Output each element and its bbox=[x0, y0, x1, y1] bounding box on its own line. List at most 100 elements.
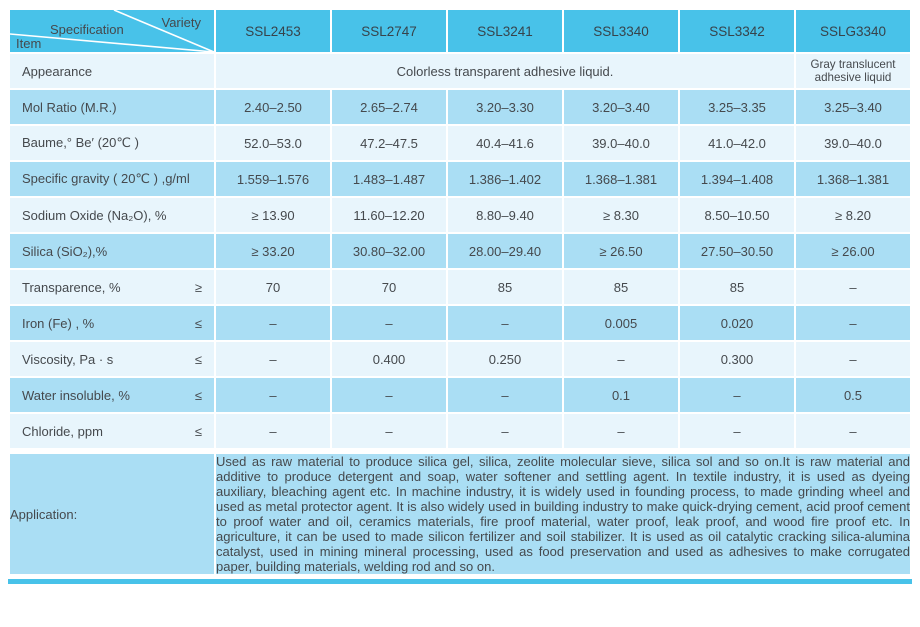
value-cell: – bbox=[680, 414, 794, 448]
value-cell: 85 bbox=[564, 270, 678, 304]
row-label-text: Specific gravity ( 20℃ ) ,g/ml bbox=[22, 171, 190, 186]
value-cell: – bbox=[448, 378, 562, 412]
value-cell: – bbox=[216, 306, 330, 340]
value-cell: 1.394–1.408 bbox=[680, 162, 794, 196]
value-cell: – bbox=[332, 306, 446, 340]
row-label: Sodium Oxide (Na₂O), % bbox=[10, 198, 214, 232]
value-cell: – bbox=[564, 342, 678, 376]
value-cell: 0.250 bbox=[448, 342, 562, 376]
application-label: Application: bbox=[10, 450, 214, 574]
value-cell: 2.65–2.74 bbox=[332, 90, 446, 124]
value-cell: 3.20–3.40 bbox=[564, 90, 678, 124]
value-cell: ≥ 33.20 bbox=[216, 234, 330, 268]
value-cell: 70 bbox=[216, 270, 330, 304]
limit-symbol: ≤ bbox=[194, 351, 202, 367]
column-header-ssl2453: SSL2453 bbox=[216, 10, 330, 52]
value-cell: 40.4–41.6 bbox=[448, 126, 562, 160]
appearance-sslg3340-cell: Gray translucent adhesive liquid bbox=[796, 54, 910, 88]
row-baume: Baume,° Be′ (20℃ ) 52.0–53.0 47.2–47.5 4… bbox=[10, 126, 910, 160]
value-cell: – bbox=[796, 270, 910, 304]
application-text: Used as raw material to produce silica g… bbox=[216, 450, 910, 574]
value-cell: 70 bbox=[332, 270, 446, 304]
value-cell: 1.368–1.381 bbox=[796, 162, 910, 196]
value-cell: 28.00–29.40 bbox=[448, 234, 562, 268]
bottom-accent-bar bbox=[8, 579, 912, 584]
limit-symbol: ≤ bbox=[194, 423, 202, 439]
value-cell: 0.020 bbox=[680, 306, 794, 340]
row-label: Specific gravity ( 20℃ ) ,g/ml bbox=[10, 162, 214, 196]
value-cell: ≥ 26.50 bbox=[564, 234, 678, 268]
row-label-text: Viscosity, Pa · s bbox=[22, 351, 114, 367]
value-cell: – bbox=[332, 414, 446, 448]
column-header-ssl3340: SSL3340 bbox=[564, 10, 678, 52]
row-mol-ratio: Mol Ratio (M.R.) 2.40–2.50 2.65–2.74 3.2… bbox=[10, 90, 910, 124]
value-cell: 3.25–3.40 bbox=[796, 90, 910, 124]
row-transparence: Transparence, % ≥ 70 70 85 85 85 – bbox=[10, 270, 910, 304]
row-appearance: Appearance Colorless transparent adhesiv… bbox=[10, 54, 910, 88]
row-label-text: Baume,° Be′ (20℃ ) bbox=[22, 135, 139, 150]
value-cell: – bbox=[796, 342, 910, 376]
value-cell: – bbox=[448, 306, 562, 340]
column-header-sslg3340: SSLG3340 bbox=[796, 10, 910, 52]
row-label: Appearance bbox=[10, 54, 214, 88]
diagonal-divider-lines bbox=[10, 10, 214, 52]
column-header-ssl2747: SSL2747 bbox=[332, 10, 446, 52]
spec-table: Variety Specification Item SSL2453 SSL27… bbox=[8, 8, 912, 576]
value-cell: 1.386–1.402 bbox=[448, 162, 562, 196]
row-label-text: Silica (SiO₂),% bbox=[22, 243, 108, 259]
value-cell: 0.300 bbox=[680, 342, 794, 376]
row-specific-gravity: Specific gravity ( 20℃ ) ,g/ml 1.559–1.5… bbox=[10, 162, 910, 196]
value-cell: 85 bbox=[448, 270, 562, 304]
value-cell: 0.005 bbox=[564, 306, 678, 340]
value-cell: 1.483–1.487 bbox=[332, 162, 446, 196]
row-label-text: Iron (Fe) , % bbox=[22, 315, 95, 331]
row-label-text: Appearance bbox=[22, 63, 93, 79]
value-cell: 0.400 bbox=[332, 342, 446, 376]
value-cell: 8.50–10.50 bbox=[680, 198, 794, 232]
value-cell: ≥ 13.90 bbox=[216, 198, 330, 232]
row-silica: Silica (SiO₂),% ≥ 33.20 30.80–32.00 28.0… bbox=[10, 234, 910, 268]
row-label: Chloride, ppm ≤ bbox=[10, 414, 214, 448]
value-cell: 2.40–2.50 bbox=[216, 90, 330, 124]
corner-item-label: Item bbox=[16, 36, 42, 51]
value-cell: – bbox=[332, 378, 446, 412]
row-label-text: Chloride, ppm bbox=[22, 423, 103, 439]
value-cell: 0.5 bbox=[796, 378, 910, 412]
value-cell: – bbox=[448, 414, 562, 448]
corner-cell: Variety Specification Item bbox=[10, 10, 214, 52]
corner-variety-label: Variety bbox=[161, 15, 202, 30]
value-cell: 41.0–42.0 bbox=[680, 126, 794, 160]
row-label: Mol Ratio (M.R.) bbox=[10, 90, 214, 124]
value-cell: 3.25–3.35 bbox=[680, 90, 794, 124]
value-cell: 47.2–47.5 bbox=[332, 126, 446, 160]
row-label-text: Mol Ratio (M.R.) bbox=[22, 99, 117, 115]
value-cell: 8.80–9.40 bbox=[448, 198, 562, 232]
row-application: Application: Used as raw material to pro… bbox=[10, 450, 910, 574]
corner-specification-label: Specification bbox=[50, 22, 124, 37]
row-label: Viscosity, Pa · s ≤ bbox=[10, 342, 214, 376]
row-iron: Iron (Fe) , % ≤ – – – 0.005 0.020 – bbox=[10, 306, 910, 340]
row-label: Water insoluble, % ≤ bbox=[10, 378, 214, 412]
row-label-text: Water insoluble, % bbox=[22, 387, 130, 403]
header-row: Variety Specification Item SSL2453 SSL27… bbox=[10, 10, 910, 52]
appearance-merged-cell: Colorless transparent adhesive liquid. bbox=[216, 54, 794, 88]
value-cell: ≥ 26.00 bbox=[796, 234, 910, 268]
column-header-ssl3241: SSL3241 bbox=[448, 10, 562, 52]
row-viscosity: Viscosity, Pa · s ≤ – 0.400 0.250 – 0.300… bbox=[10, 342, 910, 376]
row-sodium-oxide: Sodium Oxide (Na₂O), % ≥ 13.90 11.60–12.… bbox=[10, 198, 910, 232]
row-water-insoluble: Water insoluble, % ≤ – – – 0.1 – 0.5 bbox=[10, 378, 910, 412]
row-label: Silica (SiO₂),% bbox=[10, 234, 214, 268]
value-cell: – bbox=[680, 378, 794, 412]
value-cell: – bbox=[216, 378, 330, 412]
value-cell: – bbox=[564, 414, 678, 448]
value-cell: 0.1 bbox=[564, 378, 678, 412]
value-cell: 39.0–40.0 bbox=[796, 126, 910, 160]
value-cell: 52.0–53.0 bbox=[216, 126, 330, 160]
value-cell: 27.50–30.50 bbox=[680, 234, 794, 268]
value-cell: 11.60–12.20 bbox=[332, 198, 446, 232]
value-cell: 30.80–32.00 bbox=[332, 234, 446, 268]
value-cell: – bbox=[796, 414, 910, 448]
value-cell: 39.0–40.0 bbox=[564, 126, 678, 160]
value-cell: 85 bbox=[680, 270, 794, 304]
